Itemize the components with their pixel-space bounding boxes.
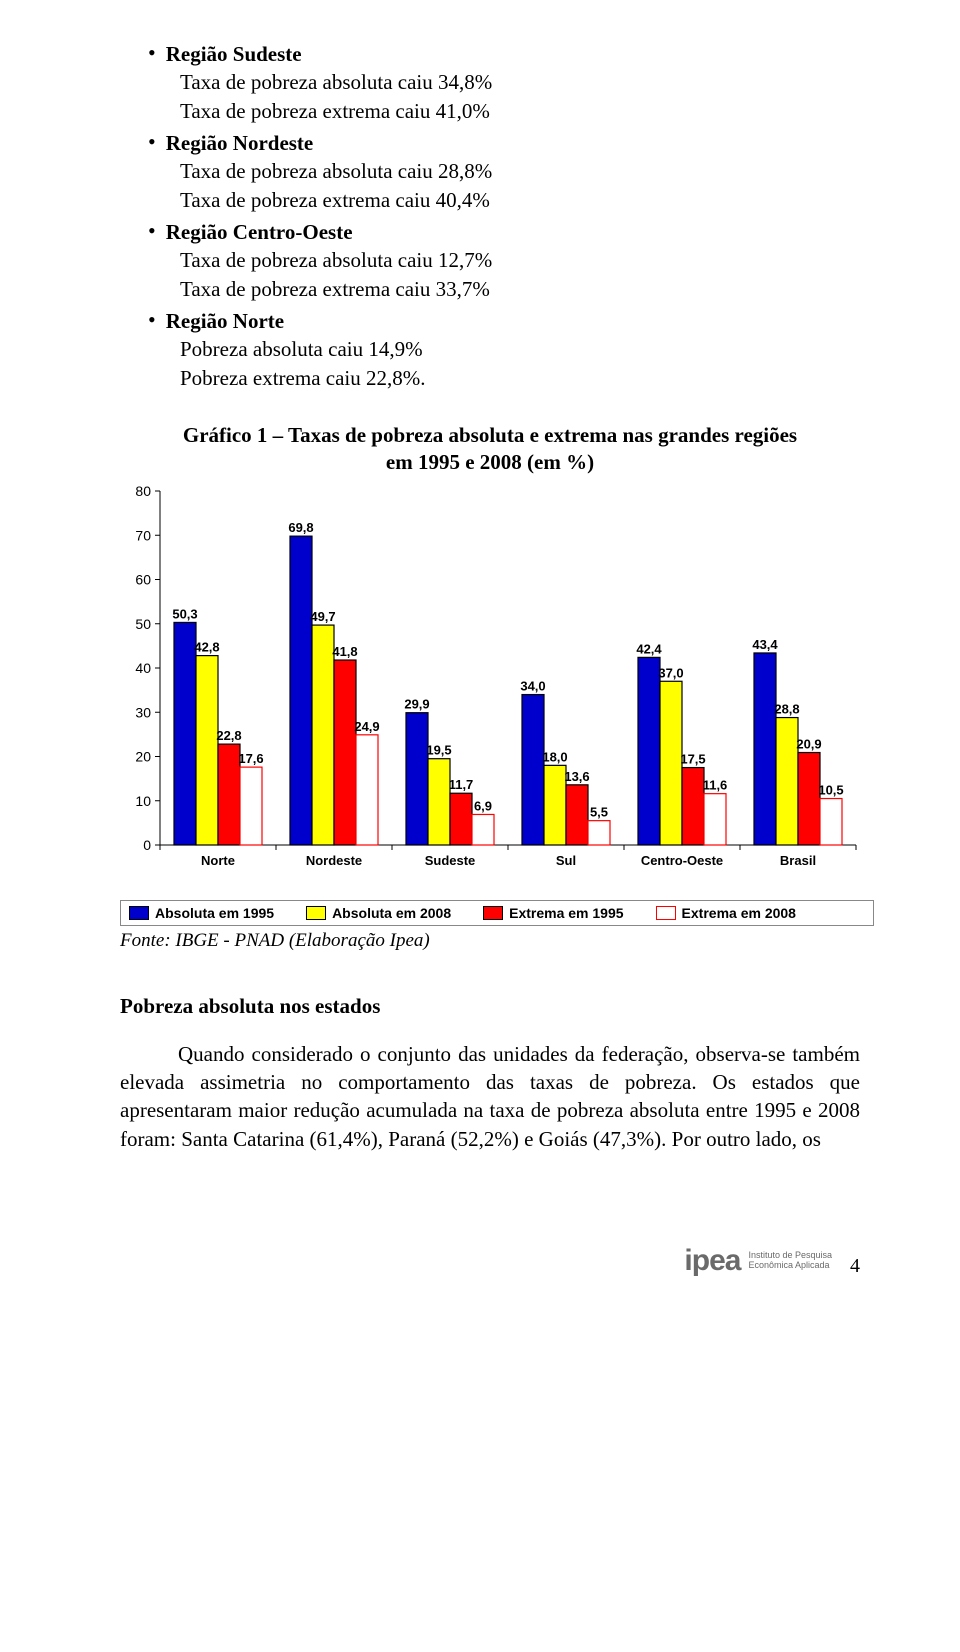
svg-text:80: 80 — [135, 485, 151, 499]
chart-title: Gráfico 1 – Taxas de pobreza absoluta e … — [120, 422, 860, 477]
svg-text:60: 60 — [135, 571, 151, 587]
svg-text:40: 40 — [135, 660, 151, 676]
svg-text:0: 0 — [143, 837, 151, 853]
chart-container: 0 10 20 30 40 50 60 70 80 Norte 50,3 42,8 22,8 17,6 No… — [120, 485, 860, 926]
chart-legend: Absoluta em 1995 Absoluta em 2008 Extrema … — [120, 900, 874, 926]
legend-swatch-icon — [483, 906, 503, 920]
svg-text:Centro-Oeste: Centro-Oeste — [641, 853, 723, 868]
bullet-subline: Taxa de pobreza absoluta caiu 28,8% — [180, 157, 860, 185]
bullet-title-line: • Região Centro-Oeste — [120, 218, 860, 246]
ipea-logo: ipea Instituto de Pesquisa Econômica Apl… — [684, 1244, 832, 1278]
bullet-subline: Taxa de pobreza extrema caiu 33,7% — [180, 275, 860, 303]
chart-title-line1: Gráfico 1 – Taxas de pobreza absoluta e … — [183, 423, 797, 447]
svg-text:50: 50 — [135, 615, 151, 631]
svg-text:11,6: 11,6 — [703, 777, 728, 792]
bullet-item: • Região NortePobreza absoluta caiu 14,9%… — [120, 307, 860, 392]
bullet-subline: Pobreza extrema caiu 22,8%. — [180, 364, 860, 392]
svg-text:29,9: 29,9 — [404, 696, 429, 711]
legend-item: Extrema em 1995 — [483, 905, 623, 921]
svg-text:10,5: 10,5 — [818, 782, 843, 797]
legend-label: Extrema em 1995 — [509, 905, 623, 921]
bullet-title: Região Norte — [166, 307, 284, 335]
ipea-logo-text: ipea — [684, 1244, 740, 1278]
svg-text:20: 20 — [135, 748, 151, 764]
svg-text:24,9: 24,9 — [354, 719, 379, 734]
section-heading: Pobreza absoluta nos estados — [120, 994, 860, 1019]
svg-text:37,0: 37,0 — [658, 665, 683, 680]
bullet-dot-icon: • — [148, 131, 156, 153]
svg-text:69,8: 69,8 — [288, 520, 313, 535]
bullet-title-line: • Região Norte — [120, 307, 860, 335]
bullet-dot-icon: • — [148, 220, 156, 242]
svg-text:41,8: 41,8 — [332, 644, 357, 659]
svg-text:19,5: 19,5 — [426, 742, 451, 757]
legend-swatch-icon — [306, 906, 326, 920]
bullet-subline: Taxa de pobreza extrema caiu 40,4% — [180, 186, 860, 214]
legend-item: Absoluta em 2008 — [306, 905, 451, 921]
svg-text:28,8: 28,8 — [774, 701, 799, 716]
legend-item: Absoluta em 1995 — [129, 905, 274, 921]
svg-text:70: 70 — [135, 527, 151, 543]
bullet-dot-icon: • — [148, 42, 156, 64]
legend-label: Extrema em 2008 — [682, 905, 796, 921]
bullet-subline: Taxa de pobreza extrema caiu 41,0% — [180, 97, 860, 125]
ipea-logo-subtitle: Instituto de Pesquisa Econômica Aplicada — [748, 1251, 832, 1271]
bullet-title-line: • Região Nordeste — [120, 129, 860, 157]
svg-text:17,5: 17,5 — [680, 751, 705, 766]
svg-text:49,7: 49,7 — [310, 609, 335, 624]
page-footer: ipea Instituto de Pesquisa Econômica Apl… — [0, 1194, 960, 1306]
bullet-title: Região Nordeste — [166, 129, 314, 157]
chart-source: Fonte: IBGE - PNAD (Elaboração Ipea) — [120, 930, 860, 952]
ipea-sub-line2: Econômica Aplicada — [748, 1261, 832, 1271]
svg-text:20,9: 20,9 — [796, 736, 821, 751]
legend-item: Extrema em 2008 — [656, 905, 796, 921]
body-paragraph: Quando considerado o conjunto das unidad… — [120, 1040, 860, 1153]
bullet-item: • Região SudesteTaxa de pobreza absoluta … — [120, 40, 860, 125]
legend-swatch-icon — [656, 906, 676, 920]
bullet-list: •Região SudesteTaxa de pobreza absoluta … — [120, 40, 860, 392]
svg-text:10: 10 — [135, 792, 151, 808]
svg-text:5,5: 5,5 — [590, 804, 608, 819]
bullet-subline: Taxa de pobreza absoluta caiu 34,8% — [180, 68, 860, 96]
svg-text:43,4: 43,4 — [752, 637, 778, 652]
svg-text:Sul: Sul — [556, 853, 576, 868]
bullet-dot-icon: • — [148, 309, 156, 331]
svg-text:22,8: 22,8 — [216, 728, 241, 743]
svg-text:11,7: 11,7 — [449, 777, 474, 792]
svg-text:18,0: 18,0 — [542, 749, 567, 764]
svg-text:Norte: Norte — [201, 853, 235, 868]
svg-text:17,6: 17,6 — [238, 751, 263, 766]
svg-text:34,0: 34,0 — [520, 678, 545, 693]
svg-text:Sudeste: Sudeste — [425, 853, 476, 868]
legend-label: Absoluta em 1995 — [155, 905, 274, 921]
svg-text:42,8: 42,8 — [194, 639, 219, 654]
chart-title-line2: em 1995 e 2008 (em %) — [386, 450, 594, 474]
svg-text:30: 30 — [135, 704, 151, 720]
legend-label: Absoluta em 2008 — [332, 905, 451, 921]
svg-text:13,6: 13,6 — [564, 769, 589, 784]
bullet-subline: Taxa de pobreza absoluta caiu 12,7% — [180, 246, 860, 274]
bullet-title-line: • Região Sudeste — [120, 40, 860, 68]
svg-text:Nordeste: Nordeste — [306, 853, 362, 868]
page-number: 4 — [850, 1255, 860, 1278]
svg-text:6,9: 6,9 — [474, 798, 492, 813]
legend-swatch-icon — [129, 906, 149, 920]
bullet-title: Região Sudeste — [166, 40, 302, 68]
svg-text:Brasil: Brasil — [780, 853, 816, 868]
bar-chart: 0 10 20 30 40 50 60 70 80 Norte 50,3 42,8 22,8 17,6 No… — [120, 485, 860, 889]
svg-text:42,4: 42,4 — [636, 641, 662, 656]
bullet-subline: Pobreza absoluta caiu 14,9% — [180, 335, 860, 363]
bullet-title: Região Centro-Oeste — [166, 218, 353, 246]
bullet-item: • Região Centro-OesteTaxa de pobreza abso… — [120, 218, 860, 303]
svg-text:50,3: 50,3 — [172, 606, 197, 621]
bullet-item: • Região NordesteTaxa de pobreza absoluta… — [120, 129, 860, 214]
